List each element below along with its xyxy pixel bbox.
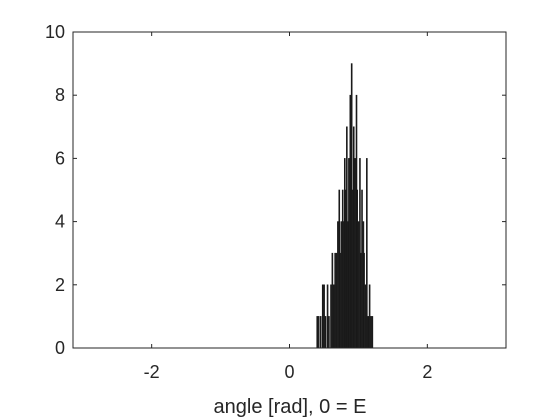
x-axis-label: angle [rad], 0 = E <box>214 396 367 418</box>
y-tick-label: 0 <box>55 338 65 358</box>
histogram-bar <box>333 285 334 348</box>
histogram-bar <box>325 316 326 348</box>
x-tick-label: 2 <box>422 362 432 382</box>
histogram-bar <box>365 285 366 348</box>
histogram-bar <box>350 95 351 348</box>
histogram-bar <box>317 316 318 348</box>
histogram-bar <box>368 316 369 348</box>
histogram-bar <box>358 222 359 348</box>
histogram-bar <box>337 222 338 348</box>
histogram-bar <box>339 253 340 348</box>
histogram-bar <box>355 158 356 348</box>
histogram-bar <box>372 316 373 348</box>
histogram-bar <box>332 253 333 348</box>
histogram-bar <box>362 190 363 348</box>
histogram-bar <box>322 285 323 348</box>
y-tick-label: 10 <box>45 22 65 42</box>
histogram-bar <box>331 285 332 348</box>
histogram-bar <box>357 190 358 348</box>
histogram-bar <box>343 222 344 348</box>
histogram-bar <box>335 253 336 348</box>
y-tick-label: 8 <box>55 85 65 105</box>
histogram-bar <box>320 316 321 348</box>
histogram-bar <box>341 222 342 348</box>
histogram-bar <box>369 285 370 348</box>
histogram-bar <box>328 316 329 348</box>
histogram-bar <box>360 253 361 348</box>
y-tick-label: 4 <box>55 212 65 232</box>
histogram-bar <box>344 158 345 348</box>
histogram-bar <box>366 158 367 348</box>
histogram-bar <box>346 127 347 348</box>
histogram-bar <box>336 253 337 348</box>
x-tick-label: 0 <box>284 362 294 382</box>
histogram-bar <box>324 285 325 348</box>
plot-area <box>73 32 506 348</box>
x-tick-label: -2 <box>144 362 160 382</box>
histogram-bar <box>318 316 319 348</box>
histogram-bar <box>327 285 328 348</box>
histogram-bar <box>348 158 349 348</box>
histogram-bar <box>370 316 371 348</box>
histogram-bar <box>351 64 352 348</box>
histogram-bar <box>353 127 354 348</box>
histogram-bar <box>364 253 365 348</box>
y-tick-label: 2 <box>55 275 65 295</box>
y-tick-label: 6 <box>55 148 65 168</box>
